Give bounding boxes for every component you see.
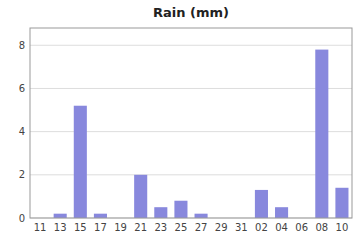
chart-title: Rain (mm) bbox=[153, 5, 229, 20]
bar bbox=[174, 201, 187, 218]
y-tick-label: 4 bbox=[19, 126, 25, 137]
x-tick-label: 10 bbox=[336, 222, 349, 233]
bar bbox=[195, 214, 208, 218]
y-tick-label: 0 bbox=[19, 213, 25, 224]
grid bbox=[30, 45, 352, 218]
x-tick-label: 29 bbox=[215, 222, 228, 233]
x-tick-label: 21 bbox=[134, 222, 147, 233]
plot-frame bbox=[30, 28, 352, 218]
bar bbox=[154, 207, 167, 218]
x-tick-label: 17 bbox=[94, 222, 107, 233]
grid-line bbox=[30, 45, 352, 46]
chart-svg: Rain (mm)0246811131517192123252729310204… bbox=[0, 0, 360, 240]
bar bbox=[74, 106, 87, 218]
bar bbox=[54, 214, 67, 218]
grid-line bbox=[30, 88, 352, 89]
x-tick-label: 04 bbox=[275, 222, 288, 233]
chart-container: Rain (mm)0246811131517192123252729310204… bbox=[0, 0, 360, 240]
bar bbox=[134, 175, 147, 218]
x-tick-label: 06 bbox=[295, 222, 308, 233]
x-tick-label: 31 bbox=[235, 222, 248, 233]
y-tick-label: 6 bbox=[19, 83, 25, 94]
x-tick-label: 19 bbox=[114, 222, 127, 233]
x-tick-label: 27 bbox=[195, 222, 208, 233]
y-tick-label: 8 bbox=[19, 40, 25, 51]
bar bbox=[335, 188, 348, 218]
x-tick-label: 25 bbox=[175, 222, 188, 233]
x-tick-label: 08 bbox=[315, 222, 328, 233]
bar bbox=[255, 190, 268, 218]
bar bbox=[275, 207, 288, 218]
bar bbox=[94, 214, 107, 218]
x-tick-label: 13 bbox=[54, 222, 67, 233]
bar bbox=[315, 50, 328, 218]
x-tick-label: 23 bbox=[154, 222, 167, 233]
x-tick-label: 02 bbox=[255, 222, 268, 233]
x-tick-label: 11 bbox=[34, 222, 47, 233]
bars bbox=[54, 50, 349, 218]
x-tick-label: 15 bbox=[74, 222, 87, 233]
y-tick-label: 2 bbox=[19, 169, 25, 180]
